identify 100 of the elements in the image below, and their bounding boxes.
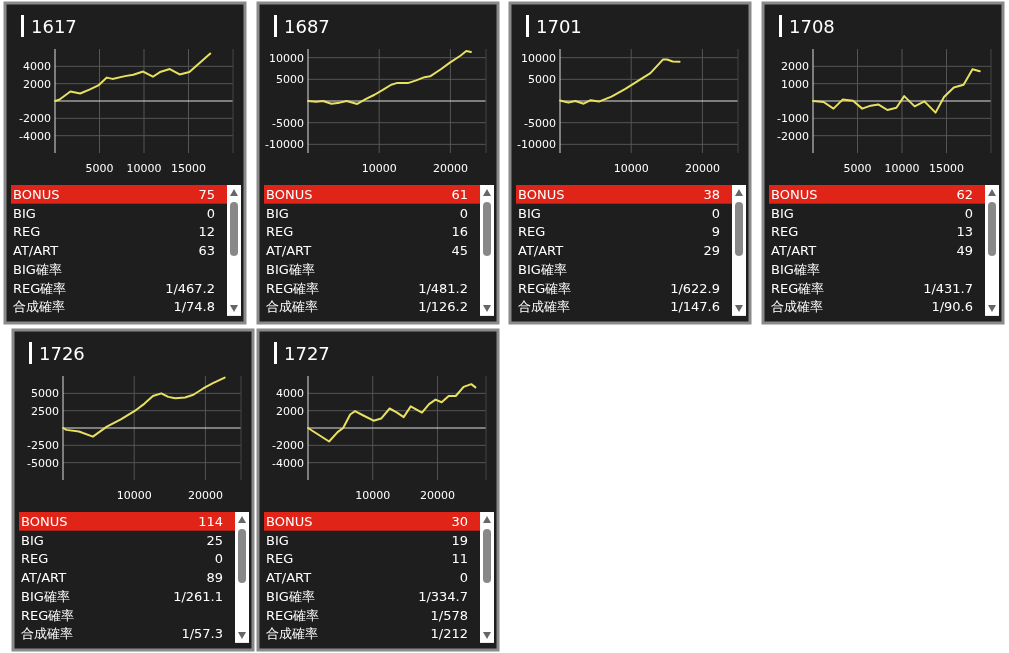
text: 1/334.7 bbox=[418, 588, 468, 604]
category-label: 合成確率 bbox=[21, 626, 73, 642]
y-tick-label: 10000 bbox=[521, 51, 556, 65]
text: 0 bbox=[711, 205, 720, 221]
category-label: BONUS bbox=[771, 187, 818, 202]
category-label: BIG bbox=[518, 205, 541, 221]
category-label: BIG bbox=[21, 532, 44, 548]
text: 1/467.2 bbox=[165, 280, 215, 296]
text: 62 bbox=[956, 187, 973, 202]
category-label: AT/ART bbox=[266, 570, 312, 586]
y-tick-label: -5000 bbox=[27, 456, 59, 470]
y-tick-label: 5000 bbox=[31, 387, 59, 401]
chart-title: 1617 bbox=[31, 16, 77, 37]
y-tick-label: -2000 bbox=[19, 112, 51, 126]
text: 1/481.2 bbox=[418, 280, 468, 296]
category-label: REG bbox=[518, 224, 546, 240]
text: 49 bbox=[956, 243, 973, 259]
x-tick-label: 10000 bbox=[116, 489, 152, 502]
line-series bbox=[812, 68, 981, 114]
category-label: BIG確率 bbox=[21, 588, 70, 604]
text: 0 bbox=[214, 551, 223, 567]
chart-title: 1701 bbox=[536, 16, 582, 37]
x-tick-label: 5000 bbox=[843, 162, 872, 175]
chart-title: 1687 bbox=[284, 16, 330, 37]
text: 11 bbox=[451, 551, 468, 567]
text: 89 bbox=[206, 570, 223, 586]
text: 0 bbox=[206, 205, 215, 221]
x-tick-label: 20000 bbox=[684, 162, 720, 175]
text: 30 bbox=[451, 514, 468, 529]
chart-title: 1708 bbox=[789, 16, 835, 37]
text: 16 bbox=[451, 224, 468, 240]
text: 1/578 bbox=[430, 607, 468, 623]
chart-title: 1727 bbox=[284, 343, 330, 364]
y-tick-label: -5000 bbox=[272, 116, 304, 130]
line-series bbox=[307, 49, 472, 105]
y-tick-label: 2500 bbox=[31, 404, 59, 418]
x-tick-label: 20000 bbox=[432, 162, 468, 175]
category-label: BIG bbox=[13, 205, 36, 221]
category-label: BIG bbox=[266, 532, 289, 548]
text: 0 bbox=[459, 570, 468, 586]
category-label: BIG確率 bbox=[13, 261, 62, 277]
x-tick-label: 15000 bbox=[929, 162, 964, 175]
chart-title: 1726 bbox=[39, 343, 85, 364]
category-label: BIG確率 bbox=[771, 261, 820, 277]
text: 114 bbox=[198, 514, 223, 529]
category-label: AT/ART bbox=[21, 570, 67, 586]
x-tick-label: 20000 bbox=[419, 489, 455, 502]
category-label: BONUS bbox=[518, 187, 565, 202]
category-label: 合成確率 bbox=[518, 299, 570, 315]
x-tick-label: 15000 bbox=[171, 162, 206, 175]
category-label: REG確率 bbox=[771, 280, 825, 296]
category-label: REG確率 bbox=[21, 607, 75, 623]
text: 45 bbox=[451, 243, 468, 259]
line-series bbox=[307, 383, 477, 443]
x-tick-label: 10000 bbox=[126, 162, 162, 175]
y-tick-label: 5000 bbox=[276, 73, 304, 87]
y-tick-label: -4000 bbox=[272, 456, 304, 470]
y-tick-label: 1000 bbox=[781, 77, 809, 91]
y-tick-label: 4000 bbox=[276, 387, 304, 401]
text: 75 bbox=[198, 187, 215, 202]
category-label: REG確率 bbox=[518, 280, 572, 296]
category-label: BONUS bbox=[266, 187, 313, 202]
category-label: REG確率 bbox=[266, 280, 320, 296]
category-label: AT/ART bbox=[13, 243, 59, 259]
category-label: BONUS bbox=[266, 514, 313, 529]
x-tick-label: 10000 bbox=[355, 489, 391, 502]
category-label: REG bbox=[21, 551, 49, 567]
category-label: BIG確率 bbox=[266, 261, 315, 277]
category-label: BONUS bbox=[13, 187, 60, 202]
y-tick-label: -5000 bbox=[524, 116, 556, 130]
category-label: AT/ART bbox=[771, 243, 817, 259]
text: 19 bbox=[451, 532, 468, 548]
x-tick-label: 10000 bbox=[613, 162, 649, 175]
y-tick-label: 2000 bbox=[23, 77, 51, 91]
text: 1/261.1 bbox=[173, 588, 223, 604]
text: 1/212 bbox=[430, 626, 468, 642]
category-label: AT/ART bbox=[518, 243, 564, 259]
text: 1/126.2 bbox=[418, 299, 468, 315]
category-label: REG bbox=[266, 551, 294, 567]
y-tick-label: 2000 bbox=[276, 404, 304, 418]
text: 38 bbox=[703, 187, 720, 202]
category-label: REG bbox=[771, 224, 799, 240]
category-label: REG bbox=[266, 224, 294, 240]
text: 13 bbox=[956, 224, 973, 240]
text: 1/622.9 bbox=[670, 280, 720, 296]
x-tick-label: 10000 bbox=[361, 162, 397, 175]
text: 1/57.3 bbox=[181, 626, 223, 642]
text: 1/90.6 bbox=[931, 299, 973, 315]
category-label: REG確率 bbox=[13, 280, 67, 296]
text: 61 bbox=[451, 187, 468, 202]
text: 1/147.6 bbox=[670, 299, 720, 315]
category-label: 合成確率 bbox=[266, 626, 318, 642]
text: 1/431.7 bbox=[923, 280, 973, 296]
y-tick-label: 4000 bbox=[23, 60, 51, 74]
y-tick-label: -4000 bbox=[19, 129, 51, 143]
y-tick-label: -2000 bbox=[272, 439, 304, 453]
y-tick-label: -1000 bbox=[777, 112, 809, 126]
category-label: BIG確率 bbox=[266, 588, 315, 604]
x-tick-label: 5000 bbox=[85, 162, 114, 175]
text: 0 bbox=[964, 205, 973, 221]
